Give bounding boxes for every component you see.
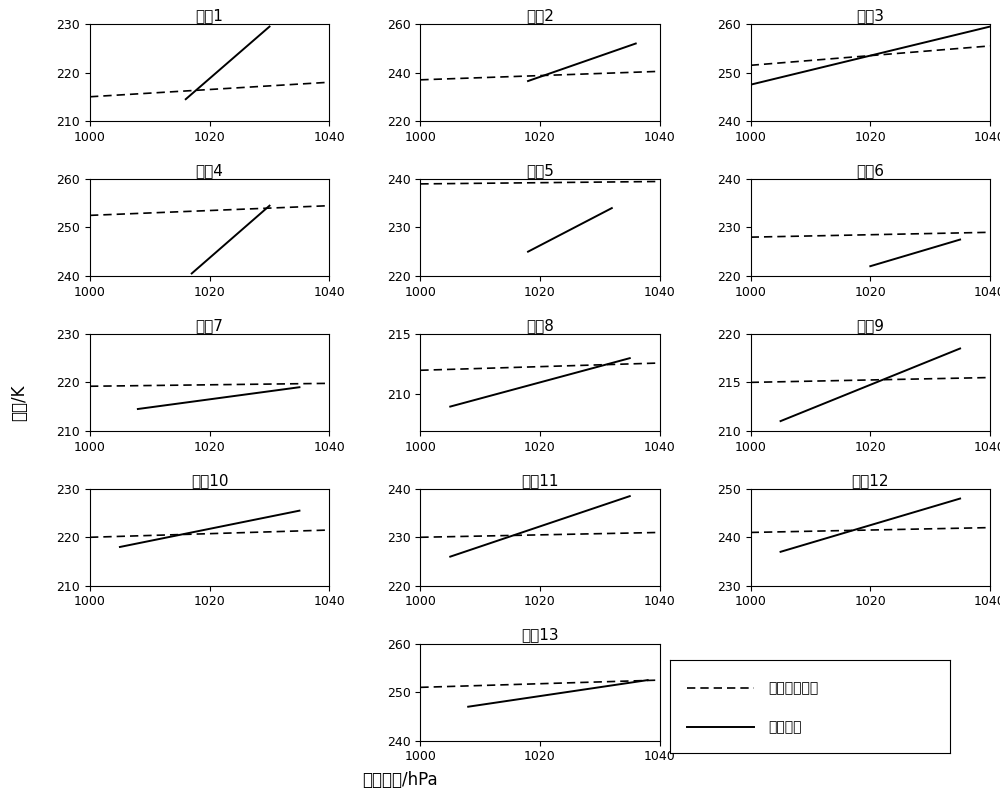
Title: 通道6: 通道6 (856, 163, 884, 178)
Title: 通道4: 通道4 (196, 163, 224, 178)
Text: 人工扰动大气: 人工扰动大气 (768, 681, 818, 695)
Text: 亮温/K: 亮温/K (10, 384, 28, 421)
Title: 通道10: 通道10 (191, 473, 228, 488)
Text: 自然大气: 自然大气 (768, 720, 802, 733)
Title: 通道3: 通道3 (856, 8, 884, 23)
Title: 通道8: 通道8 (526, 318, 554, 332)
Title: 通道11: 通道11 (521, 473, 559, 488)
Text: 海面气压/hPa: 海面气压/hPa (362, 771, 438, 789)
Title: 通道2: 通道2 (526, 8, 554, 23)
Title: 通道9: 通道9 (856, 318, 884, 332)
Title: 通道1: 通道1 (196, 8, 224, 23)
Title: 通道13: 通道13 (521, 628, 559, 642)
Title: 通道7: 通道7 (196, 318, 224, 332)
Title: 通道12: 通道12 (852, 473, 889, 488)
Title: 通道5: 通道5 (526, 163, 554, 178)
